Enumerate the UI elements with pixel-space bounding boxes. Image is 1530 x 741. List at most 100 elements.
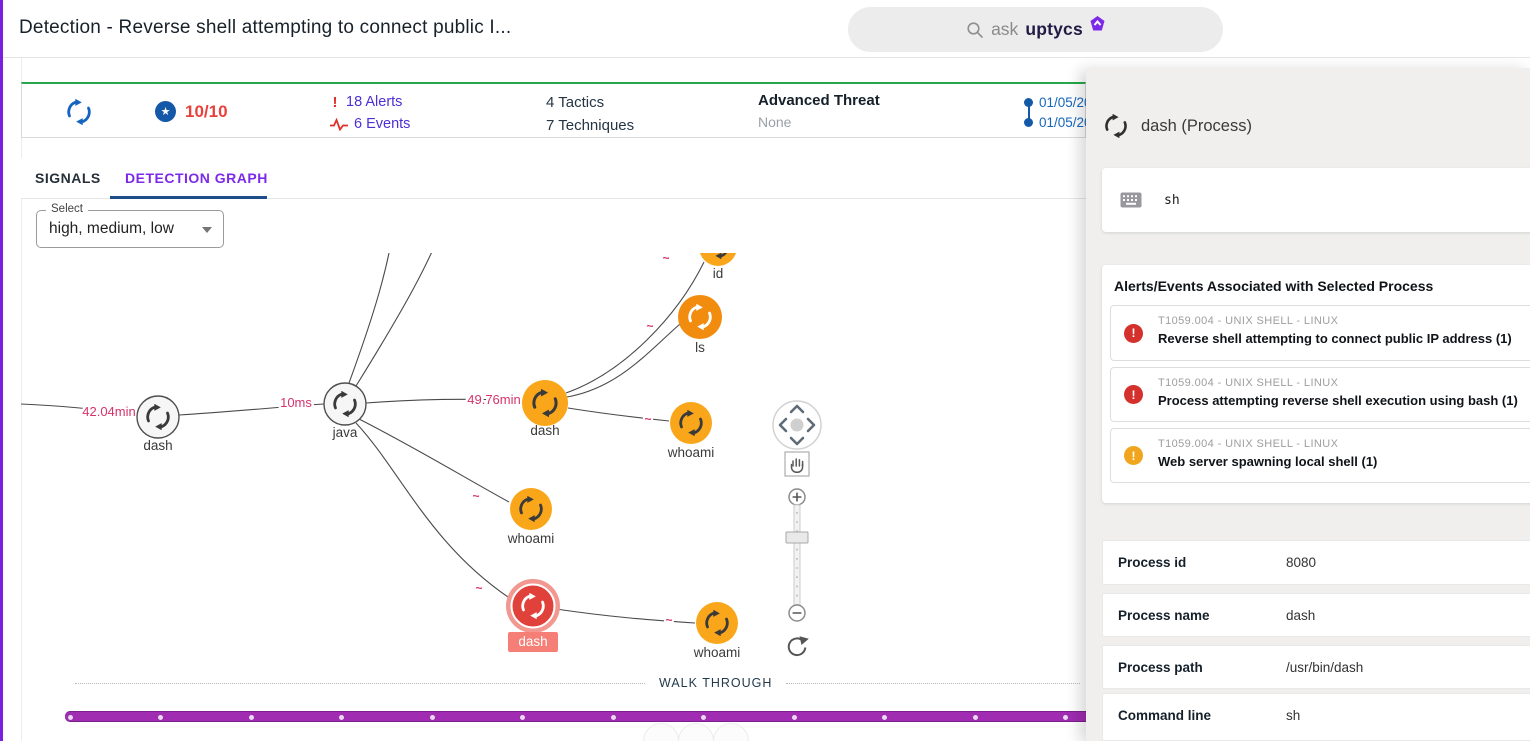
edge-duration-label: 49.76min	[467, 392, 520, 407]
date-end: 01/05/20	[1039, 114, 1092, 130]
keyboard-icon	[1120, 192, 1142, 208]
graph-node-whoami-bottom[interactable]: whoami	[693, 602, 741, 660]
alert-severity-icon: !	[1124, 323, 1143, 343]
severity-select[interactable]: Select high, medium, low	[36, 203, 224, 248]
alert-row[interactable]: ! T1059.004 - UNIX SHELL - LINUX Web ser…	[1110, 428, 1530, 483]
graph-edge	[365, 398, 523, 404]
node-label: whoami	[667, 445, 715, 460]
nav-accent-strip	[0, 0, 3, 741]
detail-row-process-path: Process path /usr/bin/dash	[1102, 645, 1530, 689]
graph-node-whoami-right[interactable]: whoami	[667, 402, 715, 460]
command-line-card: sh	[1102, 168, 1530, 232]
detection-graph-canvas[interactable]: 42.04min 10ms 49.76min ~ ~ ~ ~ ~ ~ dash …	[21, 200, 1086, 691]
reset-arrow-icon	[799, 636, 809, 645]
command-line-value: sh	[1164, 192, 1180, 208]
edge-tilde-label: ~	[475, 581, 482, 595]
edge-duration-label: 10ms	[280, 395, 312, 410]
node-label: dash	[530, 423, 559, 438]
detail-row-command-line: Command line sh	[1102, 693, 1530, 741]
graph-edge	[565, 261, 705, 394]
detail-label: Process path	[1118, 660, 1203, 675]
edge-tilde-label: ~	[662, 251, 669, 265]
detail-row-process-name: Process name dash	[1102, 593, 1530, 637]
alerts-events-summary: ! 18 Alerts 6 Events	[330, 91, 410, 135]
detection-stats-bar: ★ 10/10 ! 18 Alerts 6 Events 4 Tactics 7…	[21, 82, 1092, 138]
top-header: Detection - Reverse shell attempting to …	[3, 0, 1530, 58]
page-title: Detection - Reverse shell attempting to …	[19, 17, 512, 38]
hand-icon	[790, 458, 804, 473]
walkthrough-control-button[interactable]	[678, 723, 714, 741]
alert-title: Web server spawning local shell (1)	[1158, 454, 1378, 469]
detection-date-range: 01/05/20 01/05/20	[1024, 92, 1110, 132]
edge-duration-label: 42.04min	[82, 404, 135, 419]
alert-row[interactable]: ! T1059.004 - UNIX SHELL - LINUX Reverse…	[1110, 305, 1530, 361]
pan-center-dot	[790, 418, 804, 432]
alerts-count-link[interactable]: 18 Alerts	[346, 94, 403, 110]
graph-nav-controls	[772, 400, 822, 657]
pan-left-icon[interactable]	[778, 417, 788, 433]
detail-row-process-id: Process id 8080	[1102, 540, 1530, 585]
detail-label: Command line	[1118, 708, 1212, 723]
associated-alerts-card: Alerts/Events Associated with Selected P…	[1102, 265, 1530, 503]
tactics-techniques-summary: 4 Tactics 7 Techniques	[546, 91, 634, 137]
tactics-count: 4 Tactics	[546, 94, 605, 111]
walkthrough-divider: WALK THROUGH	[75, 676, 1080, 690]
chevron-down-icon	[202, 227, 212, 233]
events-count-link[interactable]: 6 Events	[354, 116, 411, 132]
edge-tilde-label: ~	[644, 412, 651, 426]
graph-node-java[interactable]: java	[323, 382, 367, 440]
process-details-panel: dash (Process) sh Alerts/Events Associat…	[1086, 68, 1530, 741]
reset-view-button[interactable]	[787, 636, 809, 657]
graph-node-ls[interactable]: ls	[678, 295, 722, 355]
active-tab-underline	[110, 196, 267, 199]
alert-row[interactable]: ! T1059.004 - UNIX SHELL - LINUX Process…	[1110, 367, 1530, 422]
graph-node-whoami-mid[interactable]: whoami	[507, 488, 555, 546]
graph-node-dash-mid[interactable]: dash	[522, 380, 568, 438]
pan-hand-button[interactable]	[784, 451, 810, 477]
panel-header: dash (Process)	[1104, 114, 1252, 138]
ask-uptycs-search[interactable]: ask uptycs	[848, 7, 1223, 52]
tab-signals[interactable]: SIGNALS	[35, 170, 101, 186]
graph-edges	[21, 253, 705, 624]
zoom-slider-handle[interactable]	[785, 531, 809, 544]
edge-tilde-label: ~	[646, 319, 653, 333]
pan-wheel-control[interactable]	[772, 400, 822, 450]
node-label: id	[713, 266, 724, 281]
pan-down-icon[interactable]	[789, 436, 805, 446]
associated-alerts-header: Alerts/Events Associated with Selected P…	[1114, 278, 1434, 294]
alert-severity-icon: !	[1124, 385, 1143, 404]
edge-tilde-label: ~	[472, 489, 479, 503]
alert-technique: T1059.004 - UNIX SHELL - LINUX	[1158, 315, 1339, 327]
walkthrough-control-button[interactable]	[643, 723, 679, 741]
score-star-icon: ★	[155, 101, 176, 122]
detection-tabs: SIGNALS DETECTION GRAPH	[21, 158, 1086, 199]
graph-edge	[355, 253, 432, 387]
walkthrough-line	[75, 682, 645, 684]
walkthrough-timeline-slider[interactable]	[65, 711, 1086, 722]
graph-node-dash-selected[interactable]: dash	[506, 579, 560, 652]
advanced-threat-label: Advanced Threat	[758, 92, 880, 109]
walkthrough-control-button[interactable]	[713, 723, 749, 741]
graph-edge	[566, 323, 681, 398]
detail-value: sh	[1286, 708, 1301, 723]
content-left-border	[21, 58, 22, 741]
node-label: whoami	[507, 531, 555, 546]
pan-up-icon[interactable]	[789, 404, 805, 414]
detail-value: 8080	[1286, 555, 1317, 570]
graph-node-id[interactable]: id	[699, 228, 737, 281]
search-prefix-label: ask	[991, 19, 1019, 39]
pan-right-icon[interactable]	[806, 417, 816, 433]
edge-tilde-label: ~	[665, 613, 672, 627]
advanced-threat-summary: Advanced Threat None	[758, 92, 880, 130]
walkthrough-label: WALK THROUGH	[659, 676, 773, 690]
date-range-connector	[1027, 104, 1030, 122]
node-label: dash	[143, 438, 172, 453]
detection-score: ★ 10/10	[155, 101, 228, 122]
selected-node-label: dash	[518, 634, 547, 649]
node-label: whoami	[693, 645, 741, 660]
graph-edge	[21, 403, 138, 417]
refresh-icon[interactable]	[66, 99, 92, 125]
graph-node-dash-parent[interactable]: dash	[136, 395, 180, 453]
tab-detection-graph[interactable]: DETECTION GRAPH	[125, 170, 268, 186]
